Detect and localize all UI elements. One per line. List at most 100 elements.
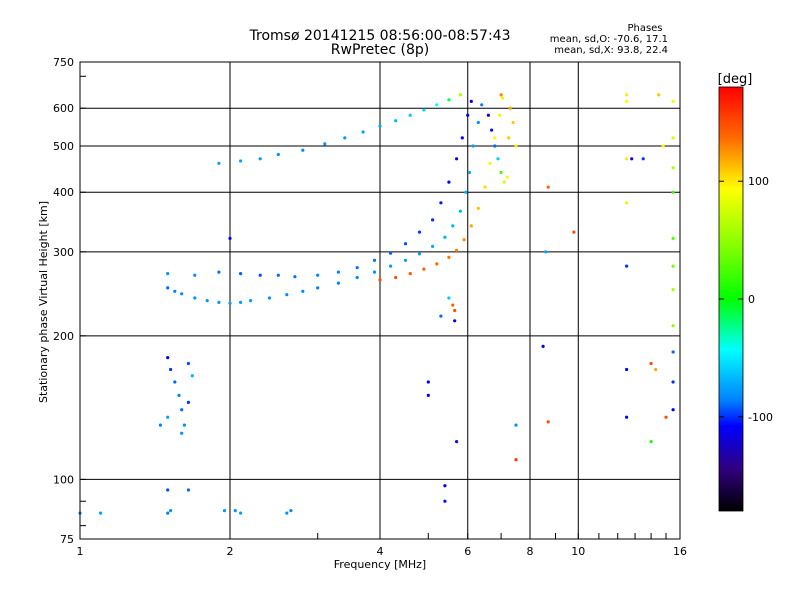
x-tick-label: 4 bbox=[377, 545, 384, 558]
data-point bbox=[258, 157, 262, 161]
data-point bbox=[467, 170, 472, 175]
data-point bbox=[355, 275, 359, 280]
data-point bbox=[447, 98, 451, 102]
data-point bbox=[507, 136, 511, 140]
data-point bbox=[239, 159, 243, 163]
x-tick-label: 6 bbox=[464, 545, 471, 558]
data-point bbox=[166, 415, 170, 419]
data-point bbox=[417, 252, 422, 256]
data-point bbox=[443, 499, 447, 503]
data-point bbox=[458, 209, 462, 213]
data-point bbox=[455, 157, 459, 161]
data-point bbox=[99, 511, 103, 515]
data-point bbox=[546, 420, 550, 424]
data-point bbox=[486, 113, 490, 117]
data-point bbox=[222, 509, 227, 513]
data-point bbox=[285, 293, 289, 297]
data-point bbox=[285, 511, 289, 515]
data-point bbox=[316, 286, 320, 290]
x-axis: 1 2 4 6 8 10 16 bbox=[77, 533, 687, 558]
x-tick-label: 10 bbox=[571, 545, 585, 558]
data-point bbox=[488, 161, 492, 165]
data-point bbox=[233, 509, 237, 513]
data-point bbox=[361, 130, 365, 134]
y-tick-label: 600 bbox=[53, 102, 74, 115]
data-point bbox=[625, 157, 629, 161]
data-point bbox=[649, 361, 653, 366]
data-point bbox=[193, 273, 197, 277]
data-point bbox=[664, 415, 668, 419]
data-point bbox=[166, 272, 170, 276]
data-point bbox=[480, 103, 484, 107]
data-point bbox=[671, 264, 675, 268]
data-point bbox=[435, 262, 439, 266]
y-axis-label: Stationary phase Virtual Height [km] bbox=[37, 201, 50, 403]
data-point bbox=[182, 423, 186, 427]
data-point bbox=[422, 267, 426, 271]
x-tick-label: 16 bbox=[673, 545, 687, 558]
data-point bbox=[671, 350, 675, 354]
data-point bbox=[372, 258, 377, 262]
data-point bbox=[625, 415, 629, 419]
data-point bbox=[505, 175, 509, 179]
data-point bbox=[258, 273, 262, 277]
data-point bbox=[502, 180, 506, 184]
data-point bbox=[439, 201, 443, 205]
data-point bbox=[496, 157, 500, 161]
phases-line-o: mean, sd,O: -70.6, 17.1 bbox=[550, 34, 668, 45]
data-point bbox=[508, 106, 512, 110]
data-point bbox=[431, 218, 435, 222]
data-point bbox=[451, 224, 455, 228]
data-point bbox=[239, 272, 243, 276]
data-point bbox=[671, 380, 675, 384]
data-point bbox=[403, 242, 408, 246]
chart-subtitle: RwPretec (8p) bbox=[331, 42, 429, 58]
phases-line-x: mean, sd,X: 93.8, 22.4 bbox=[554, 45, 668, 56]
data-point bbox=[180, 292, 184, 296]
data-point bbox=[476, 120, 480, 125]
data-point bbox=[453, 319, 457, 323]
data-point bbox=[671, 324, 675, 328]
data-point bbox=[166, 511, 170, 515]
x-tick-label: 2 bbox=[227, 545, 234, 558]
data-point bbox=[289, 509, 293, 513]
data-point bbox=[431, 244, 435, 248]
colorbar-label: [deg] bbox=[718, 72, 753, 87]
data-point bbox=[403, 258, 408, 262]
y-tick-label: 750 bbox=[53, 56, 74, 69]
colorbar: [deg] 100 0 -100 bbox=[718, 72, 773, 512]
data-point bbox=[625, 264, 629, 268]
data-point bbox=[447, 255, 451, 259]
data-point bbox=[443, 235, 447, 239]
data-point bbox=[443, 484, 447, 488]
data-point bbox=[217, 270, 221, 274]
data-point bbox=[336, 270, 340, 274]
data-point bbox=[389, 251, 393, 255]
y-tick-label: 75 bbox=[60, 533, 74, 546]
y-tick-label: 100 bbox=[53, 473, 74, 486]
data-point bbox=[476, 206, 480, 210]
data-point bbox=[464, 190, 468, 194]
data-point bbox=[625, 93, 629, 97]
data-point bbox=[460, 136, 464, 140]
grid bbox=[80, 62, 680, 539]
data-point bbox=[493, 144, 497, 148]
data-point bbox=[469, 99, 473, 103]
data-point bbox=[490, 128, 494, 132]
data-point bbox=[389, 264, 393, 268]
data-point bbox=[169, 367, 173, 372]
data-point bbox=[455, 440, 459, 444]
data-point bbox=[205, 299, 209, 303]
data-point bbox=[166, 356, 170, 360]
data-point bbox=[276, 273, 280, 277]
chart-title: Tromsø 20141215 08:56:00-08:57:43 bbox=[249, 28, 511, 44]
x-axis-label: Frequency [MHz] bbox=[334, 558, 426, 571]
data-point bbox=[426, 393, 430, 397]
data-point bbox=[343, 136, 347, 140]
phases-heading: Phases bbox=[627, 23, 662, 34]
data-point bbox=[408, 272, 412, 276]
data-point bbox=[180, 408, 184, 412]
data-point bbox=[625, 367, 629, 372]
data-point bbox=[499, 93, 503, 97]
